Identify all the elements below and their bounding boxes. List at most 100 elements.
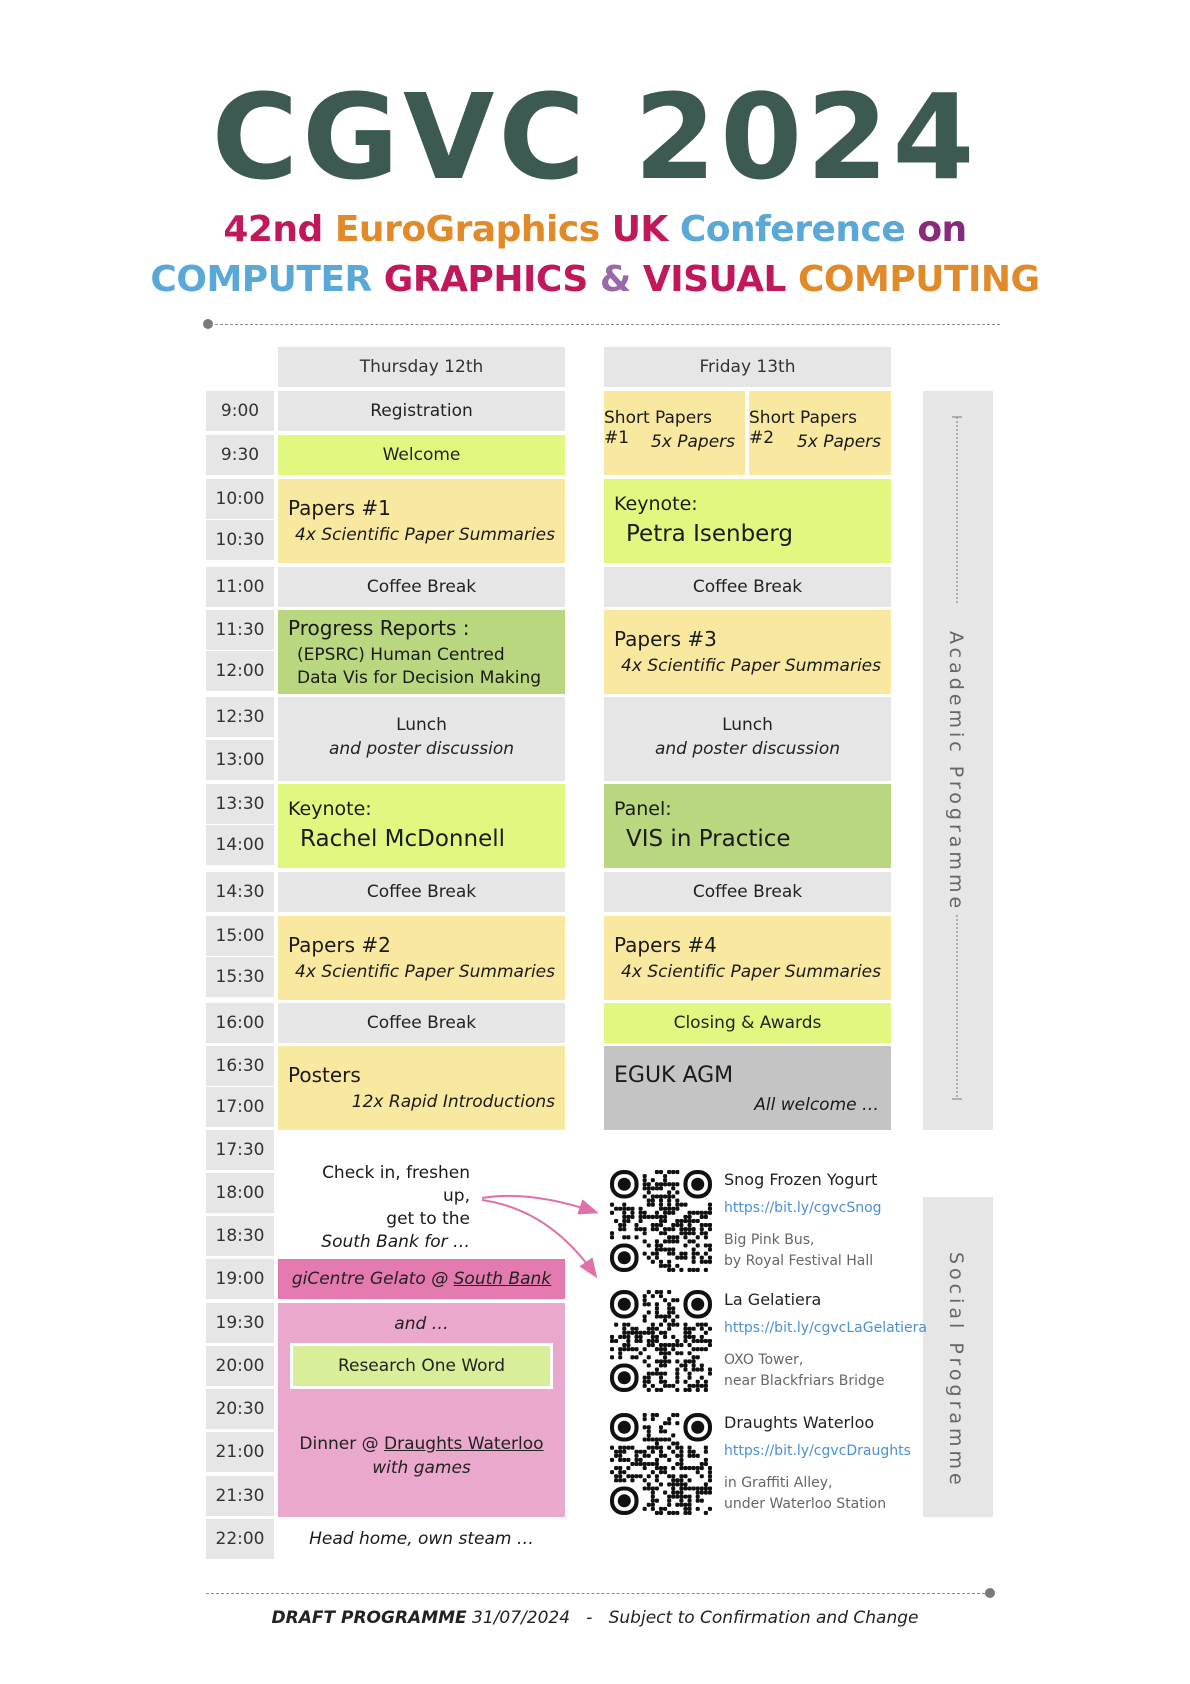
fri-panel-name: VIS in Practice	[626, 826, 791, 852]
thu-keynote: Keynote: Rachel McDonnell	[278, 784, 565, 868]
thu-home: Head home, own steam …	[309, 1529, 534, 1549]
thu-coffee1-label: Coffee Break	[366, 577, 477, 597]
academic-bar-lines	[952, 416, 962, 1100]
time-slot: 14:00	[206, 825, 274, 865]
time-label: 15:30	[215, 967, 265, 987]
thu-welcome-label: Welcome	[382, 445, 461, 465]
top-separator	[210, 324, 1000, 325]
thu-gelato: giCentre Gelato @ South Bank	[278, 1259, 565, 1299]
time-label: 9:30	[220, 445, 260, 465]
fri-keynote: Keynote: Petra Isenberg	[604, 479, 891, 563]
footer-bold: DRAFT PROGRAMME	[271, 1608, 467, 1628]
time-slot: 17:00	[206, 1087, 274, 1127]
gelato-prefix: giCentre Gelato @	[291, 1269, 454, 1289]
time-label: 21:30	[215, 1486, 265, 1506]
time-label: 18:30	[215, 1226, 265, 1246]
header-friday-label: Friday 13th	[699, 357, 796, 377]
thu-lunch-sub: and poster discussion	[328, 739, 515, 759]
fri-coffee2-label: Coffee Break	[692, 882, 803, 902]
time-slot: 20:30	[206, 1389, 274, 1429]
fri-panel-label: Panel:	[614, 798, 672, 820]
venue-name: Snog Frozen Yogurt	[724, 1170, 878, 1189]
qr-code-icon[interactable]	[610, 1413, 712, 1515]
gelato-link[interactable]: South Bank	[453, 1269, 552, 1289]
header-friday: Friday 13th	[604, 347, 891, 387]
venue-link[interactable]: https://bit.ly/cgvcSnog	[724, 1200, 882, 1216]
time-label: 20:30	[215, 1399, 265, 1419]
subtitle-word: COMPUTING	[797, 259, 1040, 300]
time-label: 17:30	[215, 1140, 265, 1160]
fri-lunch-sub: and poster discussion	[654, 739, 841, 759]
dinner-link[interactable]: Draughts Waterloo	[384, 1434, 544, 1454]
fri-papers3-title: Papers #3	[614, 627, 717, 651]
thu-coffee3: Coffee Break	[278, 1003, 565, 1043]
thu-papers2: Papers #2 4x Scientific Paper Summaries	[278, 916, 565, 1000]
bottom-separator	[206, 1593, 990, 1594]
venue-link[interactable]: https://bit.ly/cgvcDraughts	[724, 1443, 911, 1459]
venue-address-line2: by Royal Festival Hall	[724, 1253, 874, 1269]
checkin-line2: get to the	[386, 1209, 470, 1229]
fri-papers4-sub: 4x Scientific Paper Summaries	[621, 962, 881, 982]
thu-posters: Posters 12x Rapid Introductions	[278, 1046, 565, 1130]
thu-posters-title: Posters	[288, 1063, 361, 1087]
time-label: 10:00	[215, 489, 265, 509]
time-slot: 17:30	[206, 1130, 274, 1170]
fri-agm: EGUK AGM All welcome …	[604, 1046, 891, 1130]
fri-lunch-label: Lunch	[722, 715, 773, 735]
social-programme-label: Social Programme	[945, 1252, 967, 1489]
thu-research-label: Research One Word	[337, 1356, 506, 1376]
thu-progress-line1: (EPSRC) Human Centred	[297, 645, 505, 665]
venue-link[interactable]: https://bit.ly/cgvcLaGelatiera	[724, 1320, 927, 1336]
separator-dot-left	[203, 319, 213, 329]
fri-coffee2: Coffee Break	[604, 872, 891, 912]
thu-progress: Progress Reports : (EPSRC) Human Centred…	[278, 610, 565, 694]
thu-and: and …	[394, 1314, 449, 1334]
time-slot: 18:00	[206, 1173, 274, 1213]
checkin-line3: South Bank for …	[321, 1232, 470, 1252]
checkin-line1: Check in, freshen up,	[322, 1163, 470, 1206]
arrow-to-snog	[481, 1194, 599, 1215]
thu-welcome: Welcome	[278, 435, 565, 475]
time-slot: 10:00	[206, 479, 274, 519]
subtitle-word: EuroGraphics	[334, 209, 612, 250]
time-label: 11:30	[215, 620, 265, 640]
thu-keynote-name: Rachel McDonnell	[300, 826, 506, 852]
fri-keynote-name: Petra Isenberg	[626, 521, 793, 547]
thu-dinner: Dinner @ Draughts Waterloo	[278, 1434, 565, 1454]
fri-short1: Short Papers #1 5x Papers	[604, 391, 745, 475]
thu-posters-sub: 12x Rapid Introductions	[351, 1092, 555, 1112]
subtitle-line1: 42nd EuroGraphics UK Conference on	[0, 212, 1190, 248]
thu-lunch: Lunch and poster discussion	[278, 697, 565, 781]
time-label: 19:30	[215, 1313, 265, 1333]
thu-keynote-label: Keynote:	[288, 798, 372, 820]
thu-progress-title: Progress Reports :	[288, 616, 470, 640]
thu-coffee2-label: Coffee Break	[366, 882, 477, 902]
time-slot: 11:30	[206, 610, 274, 650]
subtitle-line2: COMPUTER GRAPHICS & VISUAL COMPUTING	[0, 262, 1190, 298]
time-slot: 16:00	[206, 1003, 274, 1043]
fri-papers4: Papers #4 4x Scientific Paper Summaries	[604, 916, 891, 1000]
time-slot: 12:00	[206, 651, 274, 691]
time-label: 18:00	[215, 1183, 265, 1203]
qr-code-icon[interactable]	[610, 1170, 712, 1272]
qr-code-icon[interactable]	[610, 1290, 712, 1392]
venue-address-line1: OXO Tower,	[724, 1352, 804, 1368]
time-label: 17:00	[215, 1097, 265, 1117]
time-slot: 13:00	[206, 740, 274, 780]
arrow-to-gelatiera	[481, 1199, 598, 1279]
fri-papers3-sub: 4x Scientific Paper Summaries	[621, 656, 881, 676]
footer-rest: Subject to Confirmation and Change	[608, 1608, 919, 1628]
time-slot: 21:00	[206, 1432, 274, 1472]
time-slot: 14:30	[206, 872, 274, 912]
time-slot: 12:30	[206, 697, 274, 737]
academic-programme-label: Academic Programme	[945, 631, 967, 913]
fri-short2-title: Short Papers #2	[749, 408, 858, 448]
time-label: 16:30	[215, 1056, 265, 1076]
thu-coffee1: Coffee Break	[278, 567, 565, 607]
fri-papers3: Papers #3 4x Scientific Paper Summaries	[604, 610, 891, 694]
footer: DRAFT PROGRAMME 31/07/2024 - Subject to …	[0, 1608, 1190, 1628]
fri-coffee1: Coffee Break	[604, 567, 891, 607]
time-slot: 18:30	[206, 1216, 274, 1256]
fri-short1-sub: 5x Papers	[650, 432, 735, 452]
fri-panel: Panel: VIS in Practice	[604, 784, 891, 868]
